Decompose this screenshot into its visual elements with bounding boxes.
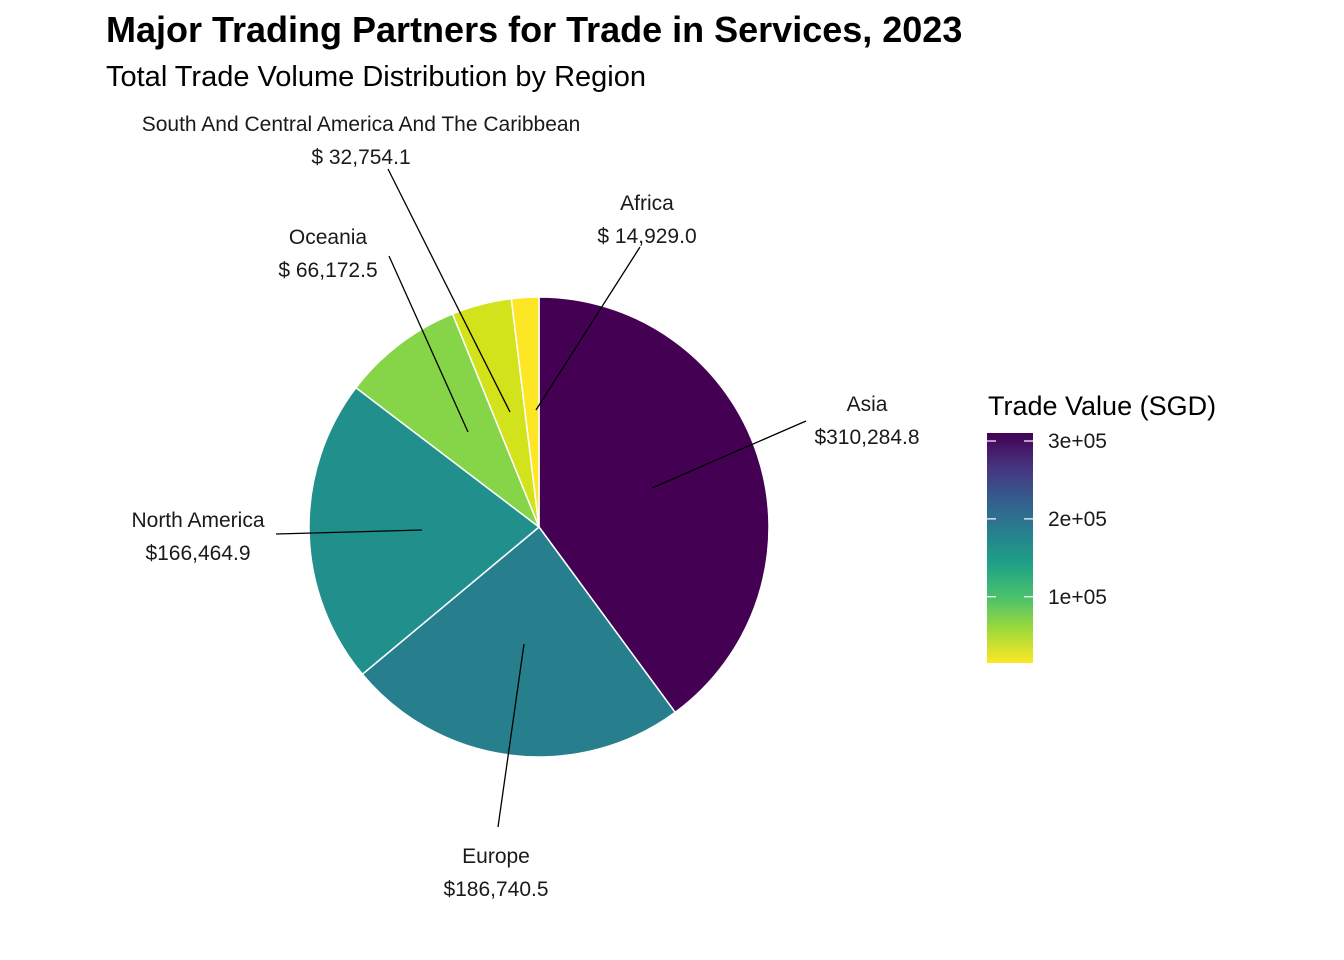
leader-line-europe bbox=[497, 643, 525, 828]
slice-value-africa: $ 14,929.0 bbox=[597, 225, 696, 248]
pie-slice-north-america bbox=[308, 386, 541, 676]
slice-labels: Asia $310,284.8 Europe $186,740.5 North Amer… bbox=[131, 113, 919, 901]
slice-label-asia: Asia bbox=[847, 393, 888, 416]
leader-lines bbox=[275, 168, 807, 828]
slice-label-south-and-central-america-and-the-caribbean: South And Central America And The Caribb… bbox=[142, 113, 581, 136]
leader-line-asia bbox=[651, 420, 807, 489]
pie-slices bbox=[308, 296, 770, 758]
legend-tick-label: 2e+05 bbox=[1048, 508, 1107, 531]
slice-label-europe: Europe bbox=[462, 845, 530, 868]
legend-title: Trade Value (SGD) bbox=[988, 391, 1216, 421]
leader-line-africa bbox=[535, 246, 641, 411]
pie-slice-oceania bbox=[354, 312, 541, 530]
slice-label-africa: Africa bbox=[620, 192, 674, 215]
legend-tick-label: 3e+05 bbox=[1048, 430, 1107, 453]
leader-line-north-america bbox=[275, 529, 423, 535]
slice-label-north-america: North America bbox=[131, 509, 264, 532]
slice-label-oceania: Oceania bbox=[289, 226, 368, 249]
legend: Trade Value (SGD) 3e+05 2e+05 1e+05 bbox=[987, 391, 1216, 663]
slice-value-asia: $310,284.8 bbox=[814, 426, 919, 449]
pie-slice-africa bbox=[510, 296, 540, 528]
slice-value-europe: $186,740.5 bbox=[443, 878, 548, 901]
leader-line-oceania bbox=[388, 255, 469, 433]
slice-value-south-and-central-america-and-the-caribbean: $ 32,754.1 bbox=[311, 146, 410, 169]
legend-tick-label: 1e+05 bbox=[1048, 586, 1107, 609]
legend-colorbar bbox=[987, 433, 1033, 663]
slice-value-north-america: $166,464.9 bbox=[145, 542, 250, 565]
pie-slice-europe bbox=[361, 525, 677, 758]
chart-title: Major Trading Partners for Trade in Serv… bbox=[106, 9, 963, 50]
chart-subtitle: Total Trade Volume Distribution by Regio… bbox=[106, 61, 647, 93]
leader-line-south-and-central-america-and-the-caribbean bbox=[387, 168, 511, 413]
pie-slice-asia bbox=[538, 296, 770, 714]
slice-value-oceania: $ 66,172.5 bbox=[278, 259, 377, 282]
